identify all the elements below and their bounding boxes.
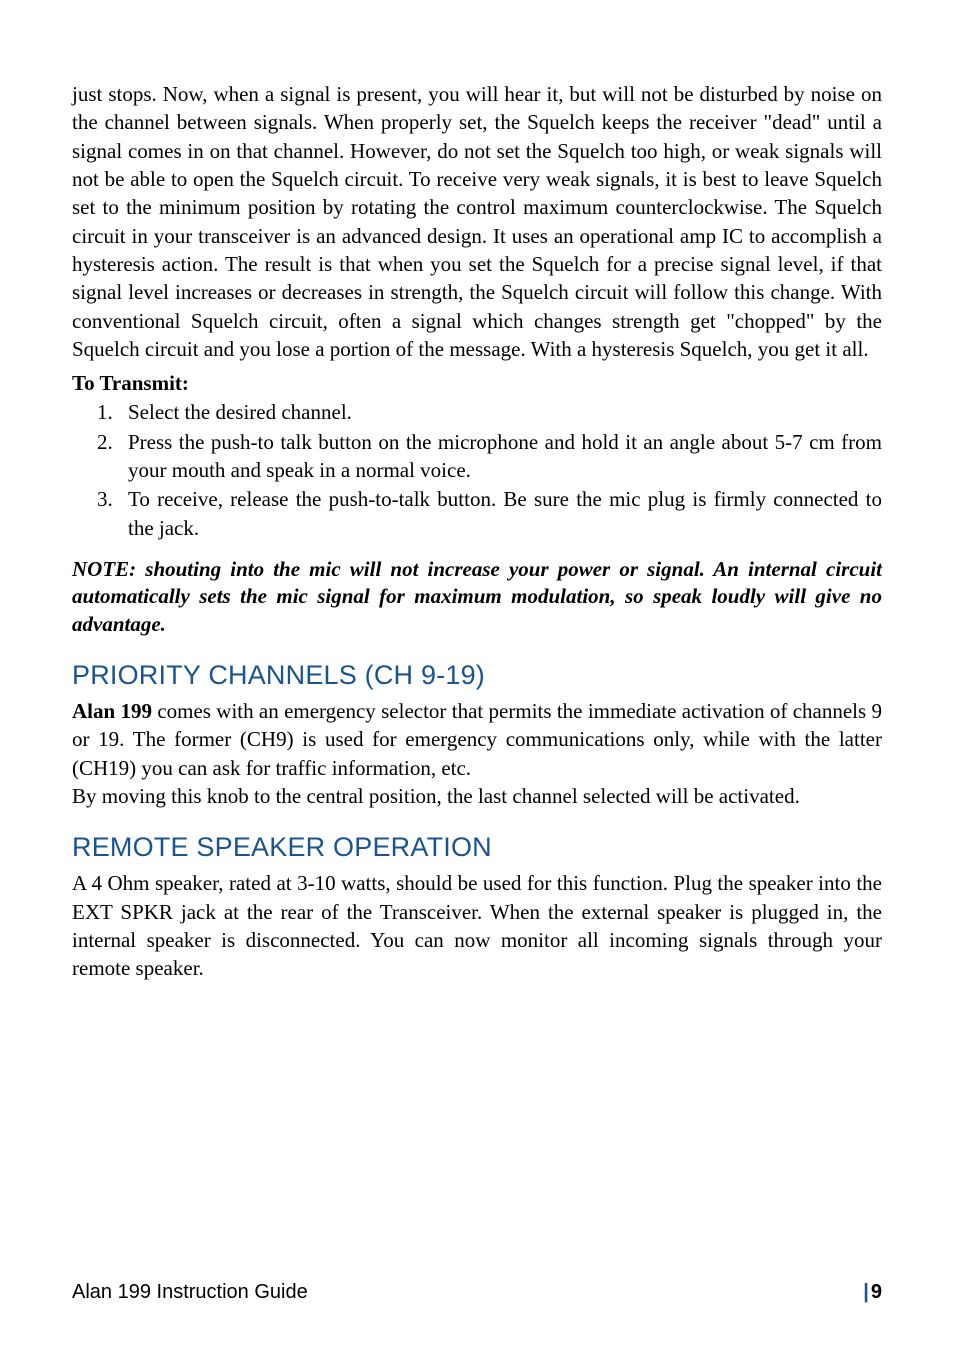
remote-speaker-body: A 4 Ohm speaker, rated at 3-10 watts, sh… [72, 869, 882, 982]
priority-bold-lead: Alan 199 [72, 699, 152, 723]
note-paragraph: NOTE: shouting into the mic will not inc… [72, 556, 882, 638]
remote-speaker-heading: REMOTE SPEAKER OPERATION [72, 832, 882, 863]
page-footer: Alan 199 Instruction Guide |9 [72, 1281, 882, 1304]
footer-title: Alan 199 Instruction Guide [72, 1281, 308, 1304]
priority-channels-heading: PRIORITY CHANNELS (CH 9-19) [72, 660, 882, 691]
transmit-list: Select the desired channel. Press the pu… [72, 398, 882, 542]
footer-bar: | [863, 1281, 869, 1303]
list-item: To receive, release the push-to-talk but… [118, 485, 882, 542]
footer-page-number: 9 [871, 1281, 882, 1303]
transmit-heading: To Transmit: [72, 371, 882, 396]
intro-paragraph: just stops. Now, when a signal is presen… [72, 80, 882, 363]
footer-page: |9 [863, 1281, 882, 1304]
priority-body-2: By moving this knob to the central posit… [72, 784, 800, 808]
list-item: Select the desired channel. [118, 398, 882, 426]
list-item: Press the push-to talk button on the mic… [118, 428, 882, 485]
priority-body-1: comes with an emergency selector that pe… [72, 699, 882, 780]
priority-channels-body: Alan 199 comes with an emergency selecto… [72, 697, 882, 810]
